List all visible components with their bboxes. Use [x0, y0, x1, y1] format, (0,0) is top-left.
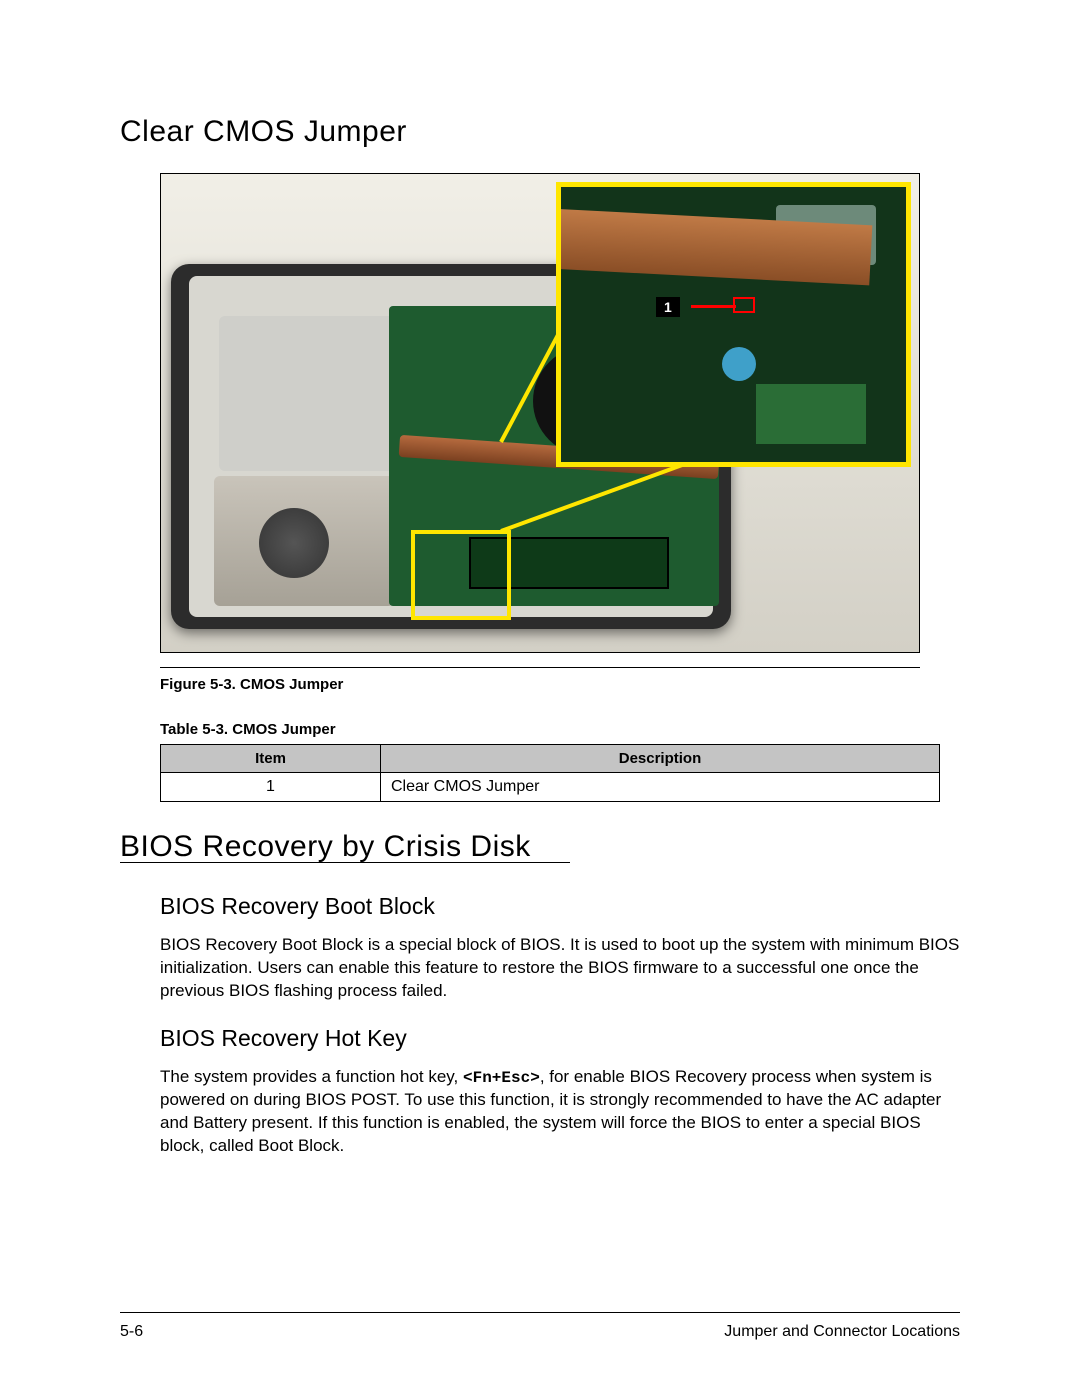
figure-container: 1 Figure 5-3. CMOS Jumper	[160, 173, 920, 693]
paragraph-boot-block: BIOS Recovery Boot Block is a special bl…	[160, 934, 960, 1003]
highlight-box	[411, 530, 511, 620]
table-header-item: Item	[161, 745, 381, 773]
heading-boot-block: BIOS Recovery Boot Block	[160, 893, 960, 920]
heading-bios-recovery: BIOS Recovery by Crisis Disk	[120, 830, 960, 864]
heading-clear-cmos: Clear CMOS Jumper	[120, 115, 960, 149]
figure-caption: Figure 5-3. CMOS Jumper	[160, 676, 920, 693]
callout-marker-1: 1	[656, 297, 680, 317]
page-footer: 5-6 Jumper and Connector Locations	[120, 1312, 960, 1341]
hotkey-text-pre: The system provides a function hot key,	[160, 1067, 463, 1086]
page-number: 5-6	[120, 1323, 143, 1341]
hotkey-combo: <Fn+Esc>	[463, 1069, 540, 1087]
table-cell-desc: Clear CMOS Jumper	[381, 773, 940, 802]
figure-cmos-jumper: 1	[160, 173, 920, 653]
table-caption: Table 5-3. CMOS Jumper	[160, 721, 960, 738]
section-title: Jumper and Connector Locations	[724, 1323, 960, 1341]
zoom-inset: 1	[556, 182, 911, 467]
table-row: 1 Clear CMOS Jumper	[161, 773, 940, 802]
table-cmos-jumper: Item Description 1 Clear CMOS Jumper	[160, 744, 940, 802]
table-cell-item: 1	[161, 773, 381, 802]
heading-hot-key: BIOS Recovery Hot Key	[160, 1025, 960, 1052]
paragraph-hot-key: The system provides a function hot key, …	[160, 1066, 960, 1158]
table-header-description: Description	[381, 745, 940, 773]
